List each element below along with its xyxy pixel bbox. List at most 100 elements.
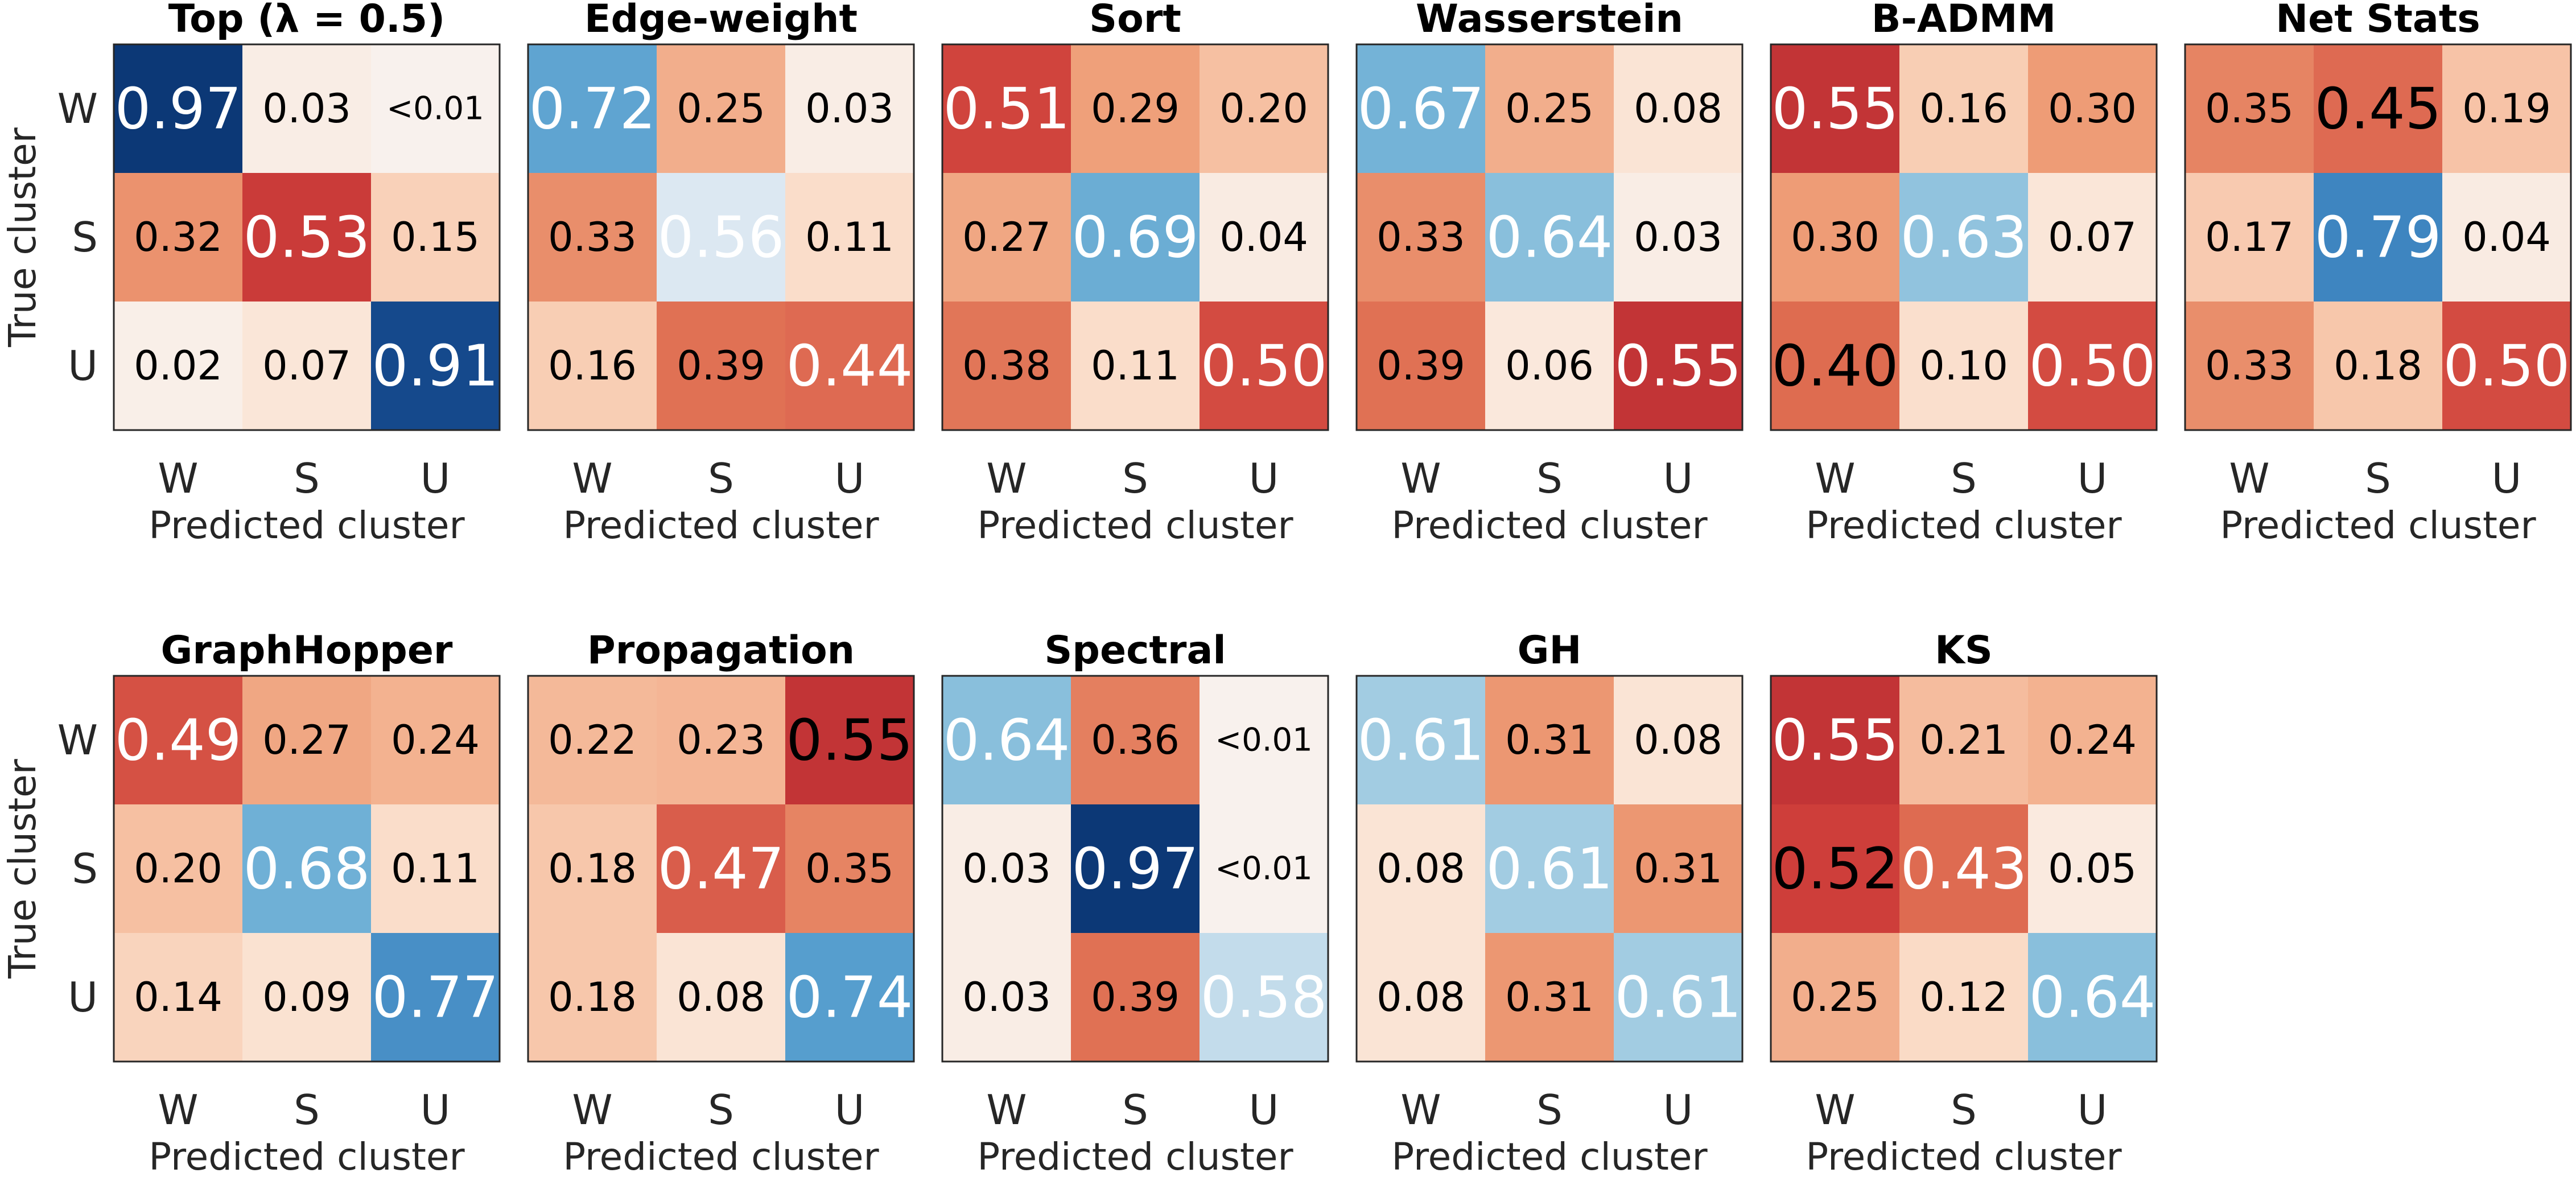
cell-value-label: 0.91 [372, 333, 499, 399]
cell-value-label: 0.03 [962, 974, 1051, 1021]
matrix-frame [2184, 43, 2572, 431]
cell-value-label: 0.08 [1376, 845, 1465, 892]
heatmap-cell [1771, 933, 1899, 1062]
matrix-panel: Wasserstein 0.67 0.25 0.08 0.33 0.64 0.03 0.39 0… [1355, 0, 1744, 547]
x-tick-label: S [294, 455, 320, 502]
heatmap-cell [2028, 302, 2157, 430]
cell-value-label: 0.03 [262, 85, 351, 132]
cell-value-label: 0.45 [2315, 76, 2442, 142]
cell-value-label: 0.39 [677, 342, 765, 389]
heatmap-cell [1899, 44, 2028, 173]
heatmap-cell [528, 933, 657, 1062]
cell-value-label: 0.27 [262, 717, 351, 763]
heatmap-cell [1200, 804, 1328, 933]
cell-value-label: 0.24 [2048, 717, 2137, 763]
heatmap-cell [2028, 44, 2157, 173]
cell-value-label: 0.55 [1772, 707, 1899, 774]
heatmap-cell [1485, 933, 1614, 1062]
x-tick-label: U [2078, 455, 2108, 502]
heatmap-cell [371, 44, 500, 173]
heatmap-cell [2185, 173, 2314, 302]
panel-title: KS [1935, 628, 1993, 673]
cell-value-label: 0.39 [1376, 342, 1465, 389]
cell-value-label: 0.25 [677, 85, 765, 132]
cell-value-label: 0.03 [805, 85, 894, 132]
heatmap-cell [528, 44, 657, 173]
cell-value-label: 0.25 [1791, 974, 1880, 1021]
heatmap-cell [942, 44, 1071, 173]
cell-value-label: 0.24 [391, 717, 480, 763]
cell-value-label: 0.12 [1919, 974, 2008, 1021]
panel-title: Propagation [587, 628, 855, 673]
cell-value-label: 0.36 [1091, 717, 1180, 763]
panel-title: B-ADMM [1872, 0, 2056, 42]
heatmap-cell [2028, 804, 2157, 933]
heatmap-cell [942, 302, 1071, 430]
heatmap-cell [242, 173, 371, 302]
x-tick-label: W [158, 455, 198, 502]
x-tick-label: S [1536, 1086, 1563, 1134]
x-tick-label: U [421, 1086, 451, 1134]
heatmap-cell [2442, 173, 2571, 302]
heatmap-cell [657, 302, 785, 430]
y-tick-label: S [72, 845, 98, 893]
cell-value-label: 0.49 [115, 707, 242, 774]
cell-value-label: 0.18 [548, 974, 637, 1021]
matrix-frame [941, 675, 1329, 1063]
x-axis-label: Predicted cluster [977, 1135, 1293, 1179]
heatmap-cell [1071, 44, 1200, 173]
heatmap-cell [1357, 676, 1485, 804]
cell-value-label: 0.03 [1634, 214, 1722, 261]
cell-value-label: 0.50 [2443, 333, 2570, 399]
heatmap-cell [657, 44, 785, 173]
cell-value-label: 0.11 [1091, 342, 1180, 389]
x-axis-label: Predicted cluster [1806, 1135, 2122, 1179]
x-tick-label: W [1400, 455, 1441, 502]
heatmap-cell [1071, 173, 1200, 302]
heatmap-cell [114, 676, 242, 804]
heatmap-cell [1614, 44, 1742, 173]
x-tick-label: W [1400, 1086, 1441, 1134]
x-tick-label: U [835, 455, 865, 502]
cell-value-label: 0.55 [786, 707, 913, 774]
heatmap-cell [785, 302, 914, 430]
panel-title: Edge-weight [584, 0, 858, 42]
heatmap-cell [242, 933, 371, 1062]
heatmap-cell [1614, 804, 1742, 933]
heatmap-cell [242, 302, 371, 430]
x-tick-label: S [1536, 455, 1563, 502]
x-tick-label: W [158, 1086, 198, 1134]
heatmap-cell [1899, 933, 2028, 1062]
panel-title: Top (λ = 0.5) [168, 0, 445, 42]
cell-value-label: 0.55 [1615, 333, 1742, 399]
cell-value-label: 0.50 [2029, 333, 2156, 399]
cell-value-label: <0.01 [1215, 850, 1313, 887]
cell-value-label: 0.18 [548, 845, 637, 892]
cell-value-label: 0.16 [548, 342, 637, 389]
heatmap-cell [657, 804, 785, 933]
x-tick-label: S [708, 455, 734, 502]
heatmap-cell [1357, 804, 1485, 933]
heatmap-cell [242, 676, 371, 804]
heatmap-cell [2028, 933, 2157, 1062]
matrix-frame [527, 43, 915, 431]
heatmap-cell [1200, 44, 1328, 173]
cell-value-label: 0.74 [786, 964, 913, 1031]
heatmap-cell [1071, 804, 1200, 933]
cell-value-label: 0.08 [677, 974, 765, 1021]
cell-value-label: 0.53 [244, 204, 370, 271]
cell-value-label: 0.08 [1634, 717, 1722, 763]
heatmap-cell [371, 302, 500, 430]
cell-value-label: 0.20 [1219, 85, 1308, 132]
x-tick-label: S [1122, 455, 1148, 502]
cell-value-label: 0.30 [1791, 214, 1880, 261]
heatmap-cell [114, 804, 242, 933]
heatmap-cell [114, 44, 242, 173]
heatmap-cell [2028, 173, 2157, 302]
cell-value-label: 0.77 [372, 964, 499, 1031]
heatmap-cell [1614, 173, 1742, 302]
matrix-frame [1355, 43, 1744, 431]
cell-value-label: 0.61 [1615, 964, 1742, 1031]
heatmap-cell [1071, 676, 1200, 804]
